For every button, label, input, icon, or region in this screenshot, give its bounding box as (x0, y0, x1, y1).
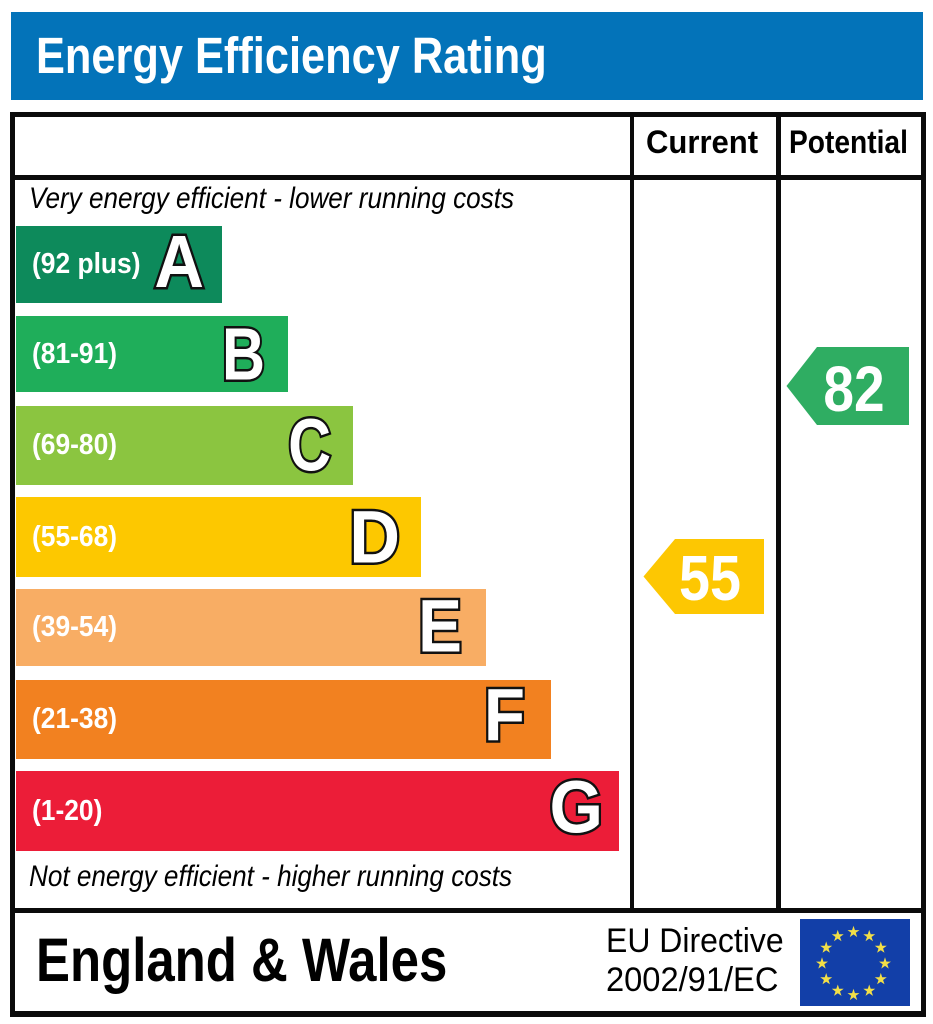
svg-text:G: G (550, 766, 603, 849)
svg-text:C: C (288, 404, 331, 487)
svg-text:B: B (222, 313, 265, 396)
svg-text:A: A (154, 221, 204, 304)
svg-text:F: F (484, 674, 525, 757)
svg-text:E: E (418, 585, 462, 667)
svg-text:55: 55 (679, 542, 741, 613)
svg-text:82: 82 (823, 353, 884, 425)
svg-text:D: D (349, 497, 400, 579)
